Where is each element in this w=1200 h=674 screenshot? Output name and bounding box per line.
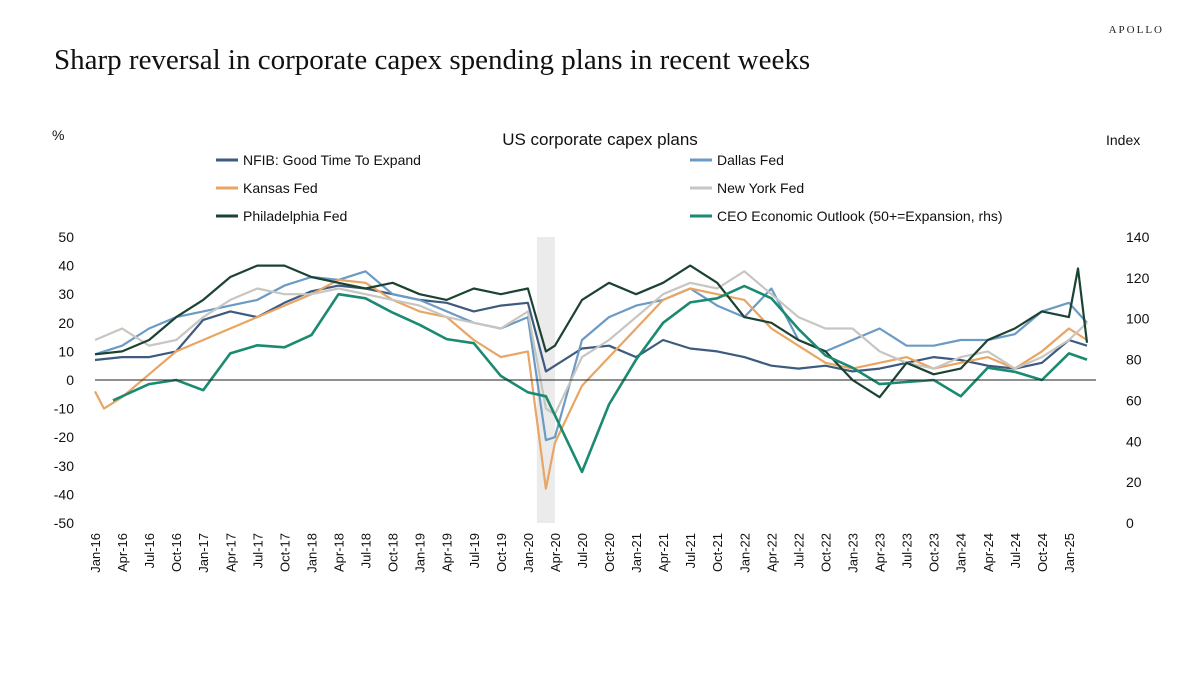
left-tick-label: -30 — [54, 458, 74, 474]
right-tick-label: 100 — [1126, 311, 1150, 327]
x-tick-label: Jul-18 — [359, 533, 374, 568]
x-tick-label: Jan-18 — [304, 533, 319, 573]
left-tick-label: 40 — [58, 258, 74, 274]
x-tick-label: Jul-23 — [900, 533, 915, 568]
left-tick-label: -10 — [54, 401, 74, 417]
x-tick-label: Jan-20 — [521, 533, 536, 573]
x-tick-label: Apr-22 — [764, 533, 779, 572]
x-tick-label: Jan-25 — [1062, 533, 1077, 573]
left-axis-label: % — [52, 127, 64, 143]
legend-label: Dallas Fed — [717, 152, 784, 168]
right-tick-label: 80 — [1126, 352, 1142, 368]
x-tick-label: Jan-24 — [954, 533, 969, 573]
series-line-3 — [94, 278, 1088, 490]
series-line-2 — [94, 270, 1088, 442]
left-tick-label: 20 — [58, 315, 74, 331]
right-tick-label: 20 — [1126, 474, 1142, 490]
x-tick-label: Apr-23 — [873, 533, 888, 572]
legend: NFIB: Good Time To Expand Dallas Fed Kansa… — [216, 152, 1003, 224]
x-tick-label: Oct-24 — [1035, 533, 1050, 572]
left-tick-label: 50 — [58, 229, 74, 245]
x-tick-label: Jan-16 — [88, 533, 103, 573]
x-tick-label: Oct-18 — [386, 533, 401, 572]
series-line-1 — [94, 284, 1088, 373]
x-tick-label: Apr-18 — [331, 533, 346, 572]
left-tick-label: -50 — [54, 515, 74, 531]
x-tick-label: Oct-23 — [927, 533, 942, 572]
x-tick-label: Jan-21 — [629, 533, 644, 573]
left-tick-label: 30 — [58, 286, 74, 302]
right-tick-label: 60 — [1126, 392, 1142, 408]
right-tick-label: 120 — [1126, 270, 1150, 286]
x-tick-label: Jul-24 — [1008, 533, 1023, 568]
series-line-4 — [94, 270, 1088, 416]
x-tick-label: Jul-21 — [683, 533, 698, 568]
series-line-5 — [94, 264, 1089, 399]
x-tick-label: Apr-21 — [656, 533, 671, 572]
x-tick-label: Jan-23 — [846, 533, 861, 573]
x-tick-label: Apr-24 — [981, 533, 996, 572]
right-tick-label: 140 — [1126, 229, 1150, 245]
x-tick-label: Jul-20 — [575, 533, 590, 568]
x-axis-ticks: Jan-16 Apr-16 Jul-16 Oct-16 Jan-17 Apr-17 Jul-… — [88, 533, 1077, 573]
series-lines — [94, 264, 1089, 490]
legend-label: CEO Economic Outlook (50+=Expansion, rhs… — [717, 208, 1003, 224]
brand-logo: APOLLO — [1108, 24, 1164, 36]
legend-label: Kansas Fed — [243, 180, 318, 196]
x-tick-label: Apr-16 — [115, 533, 130, 572]
x-tick-label: Jul-19 — [467, 533, 482, 568]
left-tick-label: -40 — [54, 486, 74, 502]
right-axis-label: Index — [1106, 132, 1140, 148]
right-tick-label: 0 — [1126, 515, 1134, 531]
x-tick-label: Jan-19 — [413, 533, 428, 573]
x-tick-label: Oct-22 — [818, 533, 833, 572]
left-tick-label: 10 — [58, 343, 74, 359]
x-tick-label: Apr-20 — [548, 533, 563, 572]
x-tick-label: Oct-16 — [169, 533, 184, 572]
right-tick-label: 40 — [1126, 433, 1142, 449]
x-tick-label: Jul-16 — [142, 533, 157, 568]
legend-label: Philadelphia Fed — [243, 208, 347, 224]
series-line-6 — [112, 284, 1088, 474]
page-title: Sharp reversal in corporate capex spendi… — [54, 44, 811, 76]
x-tick-label: Oct-17 — [277, 533, 292, 572]
chart-title: US corporate capex plans — [502, 130, 698, 149]
x-tick-label: Oct-20 — [602, 533, 617, 572]
legend-label: New York Fed — [717, 180, 804, 196]
x-tick-label: Oct-19 — [494, 533, 509, 572]
left-axis-ticks: 50 40 30 20 10 0 -10 -20 -30 -40 -50 — [54, 229, 74, 531]
x-tick-label: Oct-21 — [710, 533, 725, 572]
left-tick-label: -20 — [54, 429, 74, 445]
x-tick-label: Jan-22 — [737, 533, 752, 573]
legend-label: NFIB: Good Time To Expand — [243, 152, 421, 168]
right-axis-ticks: 140 120 100 80 60 40 20 0 — [1126, 229, 1150, 531]
x-tick-label: Jul-22 — [791, 533, 806, 568]
x-tick-label: Jul-17 — [250, 533, 265, 568]
x-tick-label: Apr-19 — [440, 533, 455, 572]
x-tick-label: Apr-17 — [223, 533, 238, 572]
x-tick-label: Jan-17 — [196, 533, 211, 573]
left-tick-label: 0 — [66, 372, 74, 388]
